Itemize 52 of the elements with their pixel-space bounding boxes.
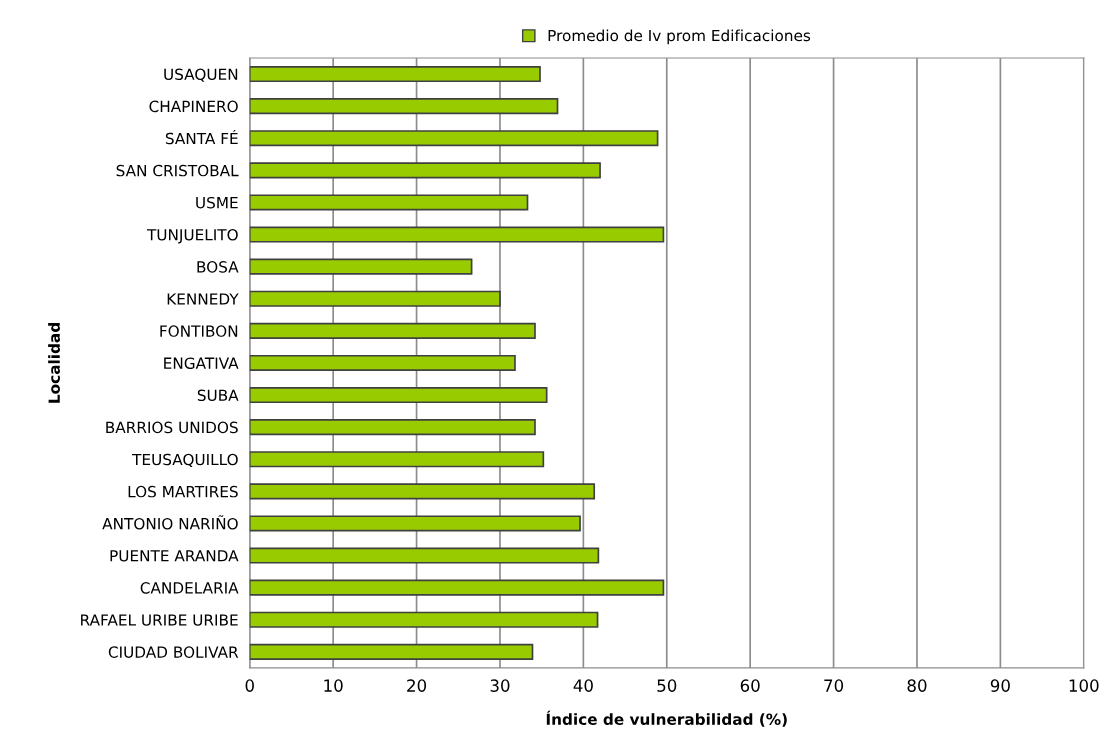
bar — [249, 65, 541, 83]
bar — [249, 258, 473, 275]
x-tick-label: 100 — [1069, 679, 1099, 692]
y-tick-label: USME — [196, 196, 238, 209]
bar — [249, 226, 665, 243]
y-tick-label: BOSA — [197, 261, 239, 273]
y-tick-label: ANTONIO NARIÑO — [102, 515, 238, 530]
x-tick-label: 0 — [245, 679, 254, 692]
bar — [249, 547, 600, 564]
bar — [249, 354, 516, 372]
bar — [249, 162, 601, 179]
y-tick-label: SAN CRISTOBAL — [116, 164, 239, 177]
y-tick-label: ENGATIVA — [164, 357, 239, 369]
y-tick-label: BARRIOS UNIDOS — [106, 421, 238, 434]
x-tick-label: 10 — [324, 679, 343, 692]
y-tick-label: CHAPINERO — [149, 100, 238, 113]
y-tick-label: CIUDAD BOLIVAR — [108, 646, 239, 658]
x-tick-label: 20 — [407, 679, 427, 692]
y-tick-label: TEUSAQUILLO — [132, 453, 238, 468]
bar — [249, 579, 665, 596]
bar — [249, 386, 548, 404]
x-tick-label: 50 — [657, 679, 677, 692]
y-tick-label: CANDELARIA — [140, 582, 239, 594]
bar — [249, 611, 599, 628]
y-tick-label: RAFAEL URIBE URIBE — [81, 614, 238, 626]
bar — [249, 322, 536, 339]
y-tick-label: SUBA — [197, 389, 239, 402]
y-tick-label: PUENTE ARANDA — [110, 550, 239, 562]
legend-label: Promedio de Iv prom Edificaciones — [548, 29, 811, 45]
bar — [249, 419, 536, 436]
bar — [249, 451, 545, 468]
y-tick-label: KENNEDY — [167, 293, 239, 305]
y-tick-label: USAQUEN — [164, 68, 238, 82]
x-tick-label: 70 — [824, 679, 844, 692]
bar — [249, 290, 501, 307]
x-axis-title: Índice de vulnerabilidad (%) — [546, 710, 787, 727]
bar — [249, 515, 581, 532]
y-tick-label: SANTA FÉ — [165, 129, 238, 145]
x-tick-label: 90 — [990, 679, 1010, 692]
bar — [249, 483, 596, 500]
x-tick-label: 80 — [907, 679, 927, 692]
bar — [249, 194, 529, 211]
y-tick-label: TUNJUELITO — [146, 229, 238, 244]
y-axis-title: Localidad — [48, 323, 60, 403]
x-tick-label: 60 — [740, 679, 760, 692]
bar — [249, 643, 534, 660]
x-tick-label: 40 — [573, 679, 593, 692]
bar — [249, 130, 659, 147]
y-tick-label: LOS MARTIRES — [128, 485, 238, 498]
bar — [249, 98, 559, 115]
y-tick-label: FONTIBON — [160, 325, 238, 337]
x-tick-label: 30 — [490, 679, 510, 692]
